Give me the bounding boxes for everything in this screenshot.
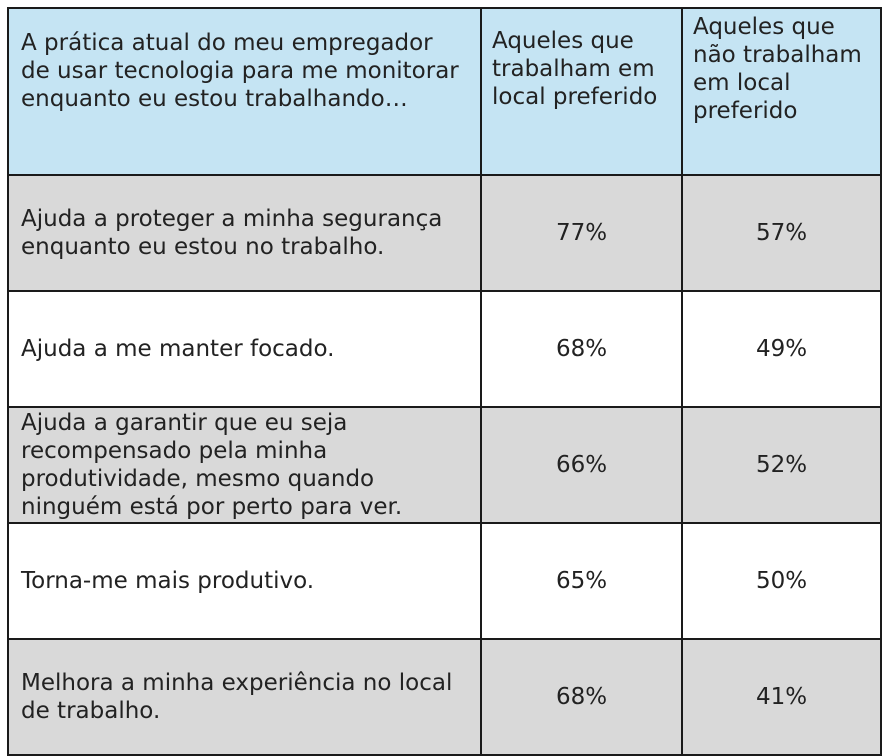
row-label: Melhora a minha experiência no local de … <box>7 638 482 756</box>
table-row: Melhora a minha experiência no local de … <box>7 638 882 756</box>
value-not-preferred: 50% <box>681 522 882 640</box>
table-row: Torna-me mais produtivo. 65% 50% <box>7 522 882 640</box>
value-preferred: 65% <box>480 522 683 640</box>
header-statement: A prática atual do meu empregador de usa… <box>7 7 482 176</box>
value-preferred: 68% <box>480 290 683 408</box>
table-row: Ajuda a me manter focado. 68% 49% <box>7 290 882 408</box>
value-preferred: 66% <box>480 406 683 524</box>
value-not-preferred: 41% <box>681 638 882 756</box>
header-not-preferred-location: Aqueles que não trabalham em local prefe… <box>681 7 882 176</box>
monitoring-perception-table: A prática atual do meu empregador de usa… <box>7 7 882 756</box>
row-label: Ajuda a me manter focado. <box>7 290 482 408</box>
row-label: Torna-me mais produtivo. <box>7 522 482 640</box>
row-label: Ajuda a proteger a minha segurança enqua… <box>7 174 482 292</box>
value-not-preferred: 49% <box>681 290 882 408</box>
header-preferred-location: Aqueles que trabalham em local preferido <box>480 7 683 176</box>
row-label: Ajuda a garantir que eu seja recompensad… <box>7 406 482 524</box>
value-not-preferred: 57% <box>681 174 882 292</box>
table-row: Ajuda a proteger a minha segurança enqua… <box>7 174 882 292</box>
table-row: Ajuda a garantir que eu seja recompensad… <box>7 406 882 524</box>
value-preferred: 77% <box>480 174 683 292</box>
header-row: A prática atual do meu empregador de usa… <box>7 7 882 176</box>
value-not-preferred: 52% <box>681 406 882 524</box>
table-container: A prática atual do meu empregador de usa… <box>7 7 882 756</box>
value-preferred: 68% <box>480 638 683 756</box>
